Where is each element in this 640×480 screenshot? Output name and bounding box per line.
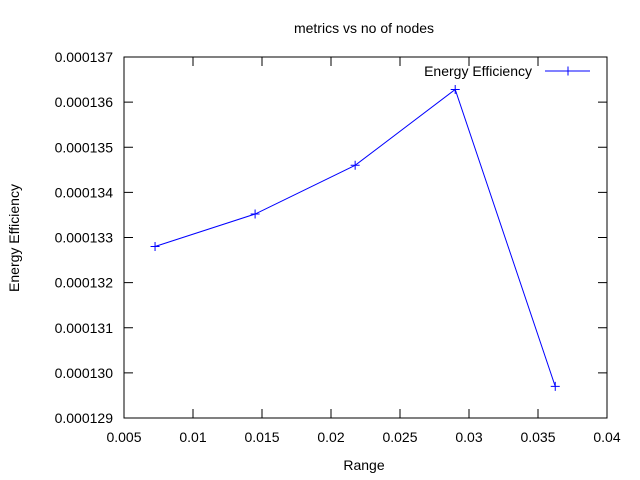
x-tick-label: 0.005 bbox=[106, 429, 141, 445]
y-tick-label: 0.000130 bbox=[55, 365, 114, 381]
x-tick-label: 0.02 bbox=[317, 429, 344, 445]
x-tick-label: 0.03 bbox=[455, 429, 482, 445]
x-tick-label: 0.04 bbox=[593, 429, 620, 445]
y-tick-label: 0.000129 bbox=[55, 410, 114, 426]
y-axis-label: Energy Efficiency bbox=[6, 184, 22, 292]
y-tick-label: 0.000133 bbox=[55, 230, 114, 246]
x-tick-label: 0.025 bbox=[382, 429, 417, 445]
x-tick-label: 0.015 bbox=[244, 429, 279, 445]
data-point-marker bbox=[550, 381, 560, 391]
data-point-marker bbox=[150, 242, 160, 252]
data-point-marker bbox=[350, 160, 360, 170]
y-tick-label: 0.000131 bbox=[55, 320, 114, 336]
data-point-marker bbox=[450, 84, 460, 94]
chart-title: metrics vs no of nodes bbox=[294, 20, 434, 36]
data-point-marker bbox=[250, 209, 260, 219]
y-tick-label: 0.000132 bbox=[55, 275, 114, 291]
legend-marker bbox=[563, 66, 573, 76]
axes: 0.005 0.01 0.015 0.02 0.025 0.03 0.035 0.04 0.00… bbox=[55, 49, 621, 445]
plot-frame bbox=[123, 56, 608, 419]
x-tick-label: 0.035 bbox=[520, 429, 555, 445]
x-axis-label: Range bbox=[343, 457, 384, 473]
legend-label: Energy Efficiency bbox=[424, 63, 532, 79]
legend: Energy Efficiency bbox=[424, 63, 590, 79]
y-tick-label: 0.000135 bbox=[55, 139, 114, 155]
y-tick-label: 0.000137 bbox=[55, 49, 114, 65]
x-tick-label: 0.01 bbox=[179, 429, 206, 445]
series-group bbox=[150, 84, 560, 391]
y-tick-label: 0.000136 bbox=[55, 94, 114, 110]
y-tick-label: 0.000134 bbox=[55, 184, 114, 200]
series-line bbox=[154, 88, 556, 387]
